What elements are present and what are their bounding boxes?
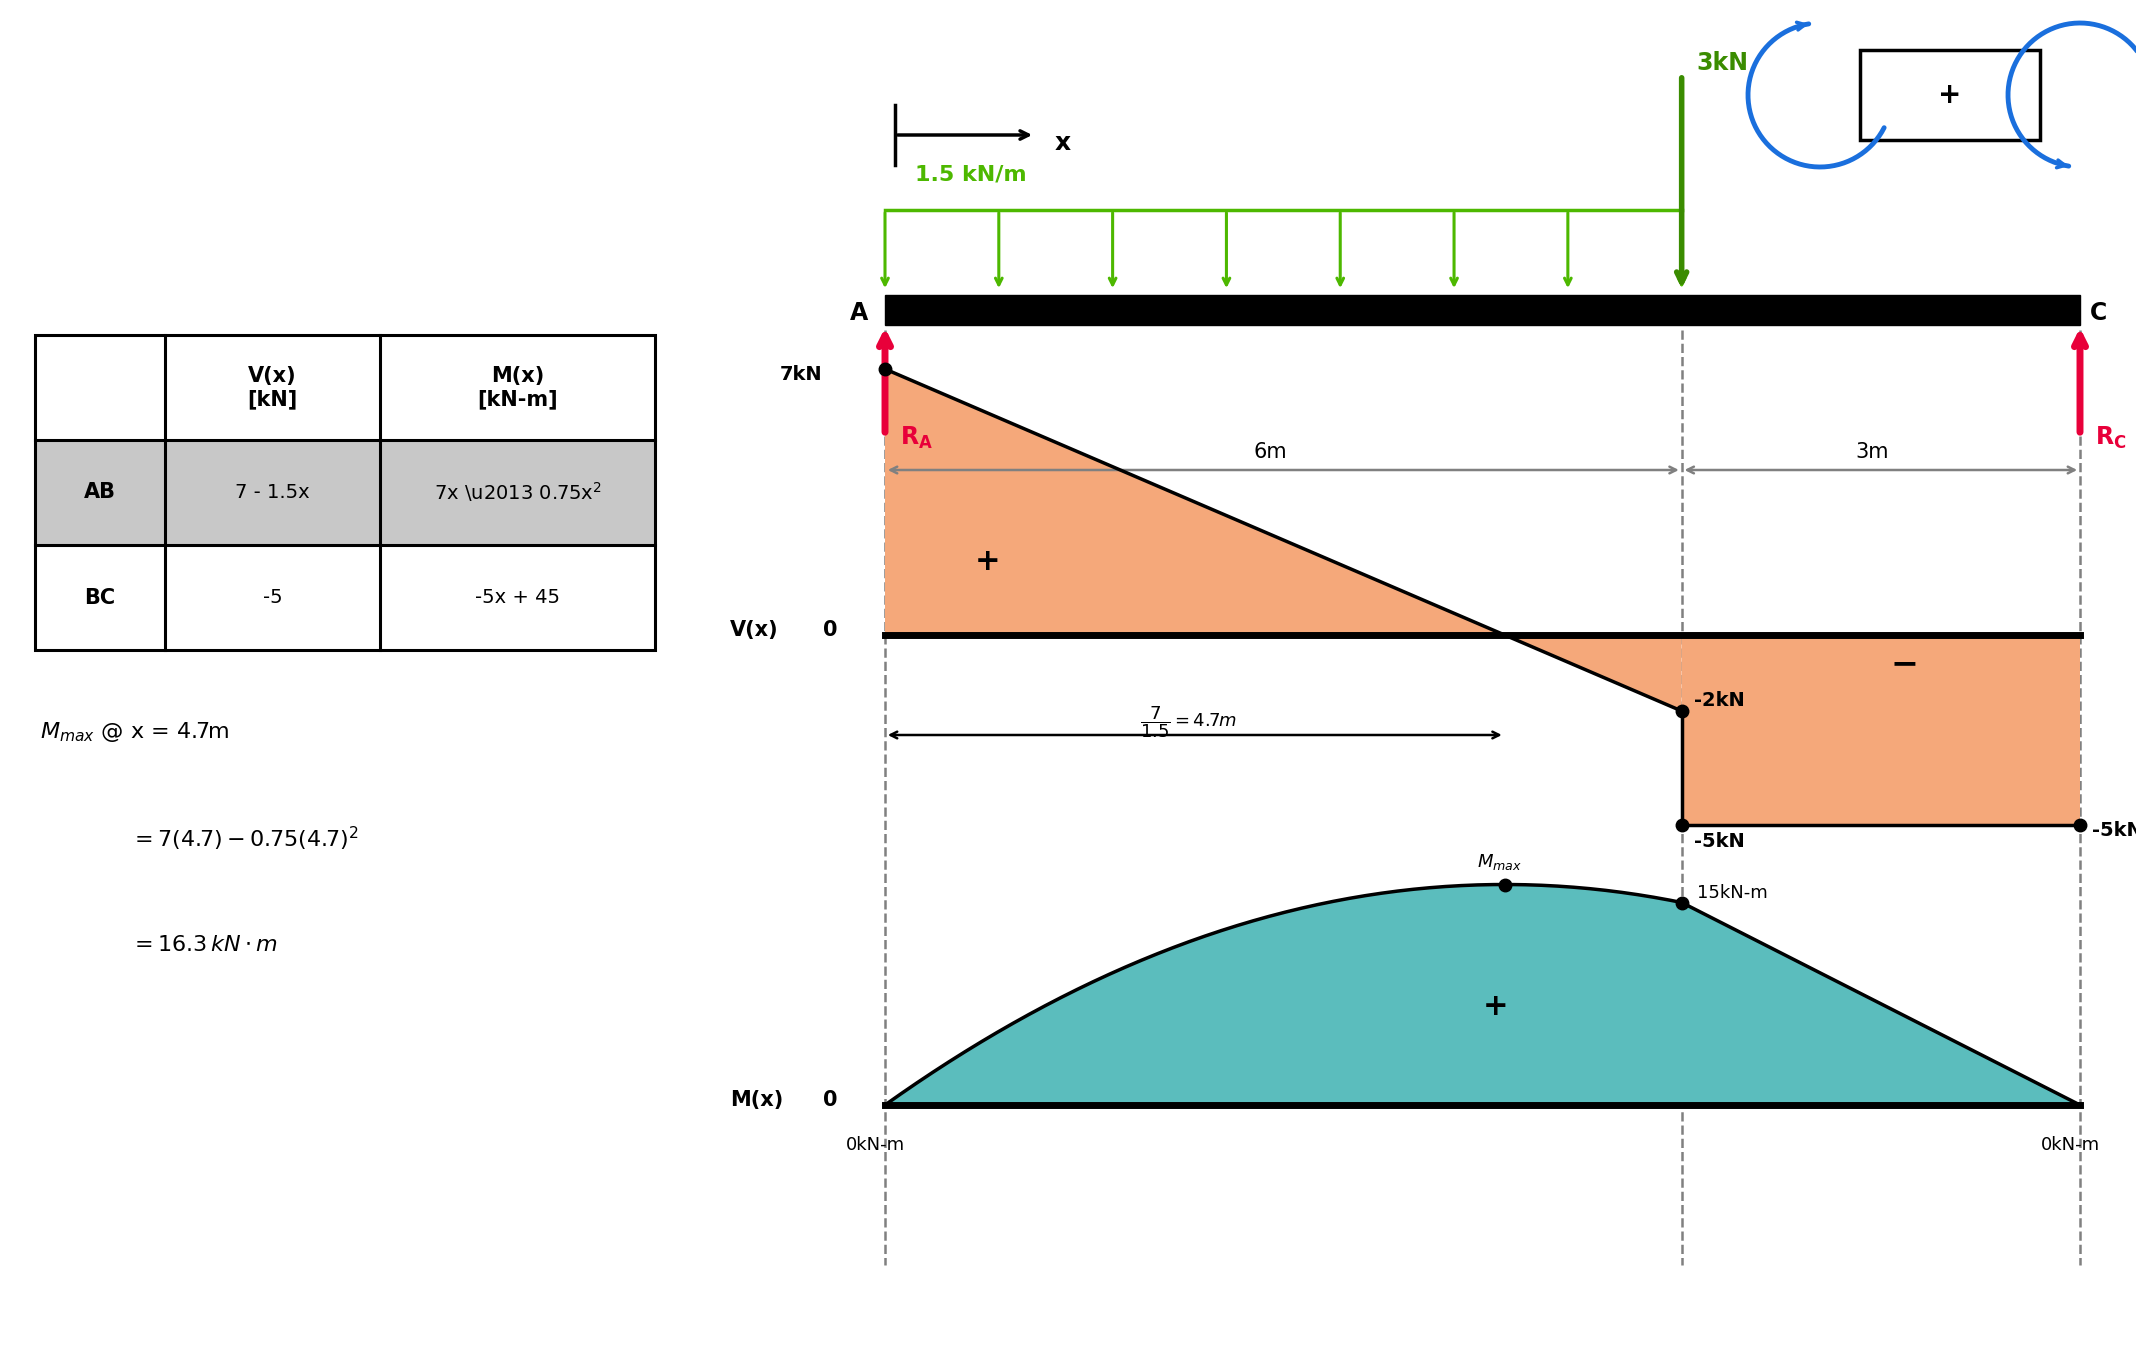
Text: B: B	[1672, 301, 1690, 325]
Text: +: +	[974, 547, 1000, 576]
Text: $\mathbf{R_A}$: $\mathbf{R_A}$	[899, 425, 933, 451]
Text: V(x): V(x)	[731, 620, 780, 640]
Polygon shape	[884, 369, 1504, 634]
Text: M(x): M(x)	[731, 1089, 784, 1110]
Bar	[884, 296, 2080, 325]
Text: 0: 0	[822, 1089, 837, 1110]
Text: M(x)
[kN-m]: M(x) [kN-m]	[476, 366, 557, 409]
Text: -5x + 45: -5x + 45	[474, 589, 560, 608]
Text: $= 16.3\,kN \cdot m$: $= 16.3\,kN \cdot m$	[130, 936, 278, 954]
Text: -5: -5	[263, 589, 282, 608]
Polygon shape	[1681, 634, 2080, 825]
Text: 0kN-m: 0kN-m	[846, 1135, 904, 1154]
Text: 7x \u2013 0.75x$^2$: 7x \u2013 0.75x$^2$	[434, 481, 602, 505]
Polygon shape	[884, 884, 2080, 1106]
Text: BC: BC	[85, 587, 115, 608]
Text: 0kN-m: 0kN-m	[2040, 1135, 2100, 1154]
Text: V(x)
[kN]: V(x) [kN]	[248, 366, 297, 409]
Text: -5kN: -5kN	[1694, 832, 1745, 850]
Text: −: −	[1890, 647, 1918, 680]
Text: $M_{max}$: $M_{max}$	[1478, 852, 1523, 872]
Text: A: A	[850, 301, 867, 325]
Text: 3kN: 3kN	[1696, 51, 1749, 76]
Text: 7kN: 7kN	[780, 364, 822, 383]
Text: AB: AB	[83, 482, 115, 502]
Text: x: x	[1055, 131, 1070, 155]
Text: $M_{max}$ @ x = 4.7m: $M_{max}$ @ x = 4.7m	[41, 720, 229, 744]
Text: 15kN-m: 15kN-m	[1696, 883, 1766, 902]
Text: C: C	[2089, 301, 2108, 325]
Bar	[34, 440, 656, 545]
Text: $\dfrac{7}{1.5}=4.7m$: $\dfrac{7}{1.5}=4.7m$	[1141, 705, 1237, 740]
Text: 1.5 kN/m: 1.5 kN/m	[914, 163, 1027, 184]
Text: +: +	[1937, 81, 1961, 109]
Text: $\mathbf{R_C}$: $\mathbf{R_C}$	[2095, 425, 2127, 451]
Text: 6m: 6m	[1254, 441, 1288, 462]
Text: 3m: 3m	[1856, 441, 1890, 462]
Text: 0: 0	[822, 620, 837, 640]
Text: $= 7(4.7) - 0.75(4.7)^2$: $= 7(4.7) - 0.75(4.7)^2$	[130, 825, 359, 853]
Polygon shape	[1504, 634, 1681, 711]
Text: -2kN: -2kN	[1694, 691, 1745, 710]
Text: +: +	[1482, 992, 1508, 1021]
Bar	[1860, 50, 2040, 140]
Text: 7 - 1.5x: 7 - 1.5x	[235, 483, 310, 502]
Bar	[34, 335, 656, 649]
Text: -5kN: -5kN	[2091, 821, 2136, 840]
